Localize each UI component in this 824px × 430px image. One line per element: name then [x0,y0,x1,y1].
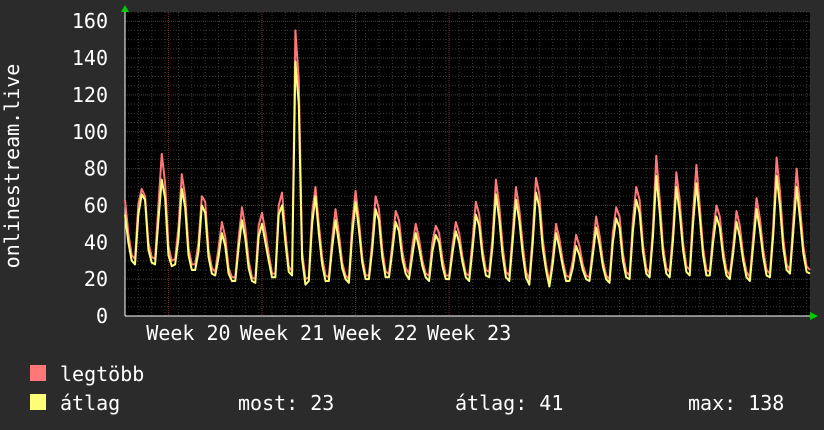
y-axis-arrow-icon [121,5,129,12]
x-tick-label: Week 22 [333,321,417,345]
legend-swatch-avg [30,394,46,410]
x-axis-arrow-icon [810,312,818,320]
y-tick-label: 160 [72,9,108,33]
y-tick-label: 100 [72,120,108,144]
legend-label-avg: átlag [60,391,121,415]
plot-area [125,12,810,316]
y-axis: 0 20 40 60 80 100 120 140 160 [72,9,126,328]
legend-swatch-max [30,365,46,381]
x-axis: Week 20 Week 21 Week 22 Week 23 [125,315,814,345]
series-group [124,29,811,288]
y-tick-label: 140 [72,46,108,70]
series-line-atlag [124,60,811,288]
y-tick-label: 80 [84,157,108,181]
series-line-legtobb [124,29,811,284]
x-tick-label: Week 23 [427,321,511,345]
x-tick-label: Week 20 [146,321,230,345]
y-tick-label: 0 [96,304,108,328]
stat-current: most: 23 [238,391,335,415]
stat-average: átlag: 41 [455,391,564,415]
y-tick-label: 120 [72,83,108,107]
y-tick-label: 20 [84,267,108,291]
legend-label-max: legtöbb [60,362,145,386]
y-tick-label: 40 [84,230,108,254]
x-tick-label: Week 21 [240,321,324,345]
y-tick-label: 60 [84,193,108,217]
y-axis-label: onlinestream.live [0,64,24,269]
stat-max: max: 138 [688,391,785,415]
